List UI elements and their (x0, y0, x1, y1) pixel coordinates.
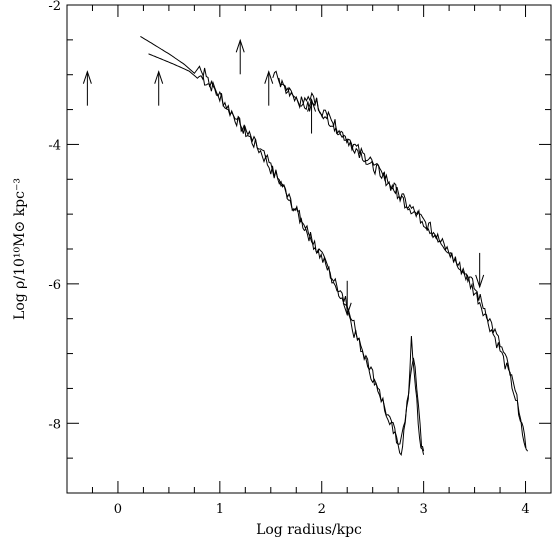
arrow-up (235, 38, 245, 75)
data-series (140, 35, 529, 456)
annotation-arrows (82, 38, 485, 317)
plot-frame (66, 4, 552, 494)
arrow-head (264, 70, 274, 84)
series-line-left-0 (140, 35, 425, 455)
arrow-up (307, 97, 317, 134)
x-tick-label: 1 (216, 502, 224, 517)
arrow-up (154, 70, 164, 106)
arrow-head (342, 302, 352, 317)
arrow-up (264, 70, 274, 106)
arrow-head (154, 70, 164, 84)
arrow-head (475, 274, 485, 289)
y-tick-label: -2 (48, 0, 61, 14)
series-line-left-1 (148, 53, 425, 456)
arrow-up (82, 70, 92, 106)
arrow-head (235, 38, 245, 53)
x-tick-label: 4 (521, 502, 529, 517)
y-tick-label: -6 (48, 278, 61, 293)
series-line-right-3 (278, 77, 529, 452)
arrow-down (475, 252, 485, 289)
y-tick-label: -4 (48, 138, 61, 153)
y-tick-label: -8 (48, 417, 61, 432)
x-axis-label: Log radius/kpc (256, 522, 362, 538)
arrow-head (307, 97, 317, 112)
axis-ticks (66, 4, 552, 494)
x-tick-label: 3 (419, 502, 427, 517)
axis-tick-labels: 0 1 2 3 4 -2 -4 -6 -8 (48, 0, 529, 517)
x-tick-label: 0 (114, 502, 122, 517)
y-axis-label: Log ρ/10¹⁰M⊙ kpc⁻³ (12, 178, 28, 320)
arrow-head (82, 70, 92, 84)
arrow-down (342, 280, 352, 317)
x-tick-label: 2 (318, 502, 326, 517)
series-line-right-2 (272, 70, 526, 448)
